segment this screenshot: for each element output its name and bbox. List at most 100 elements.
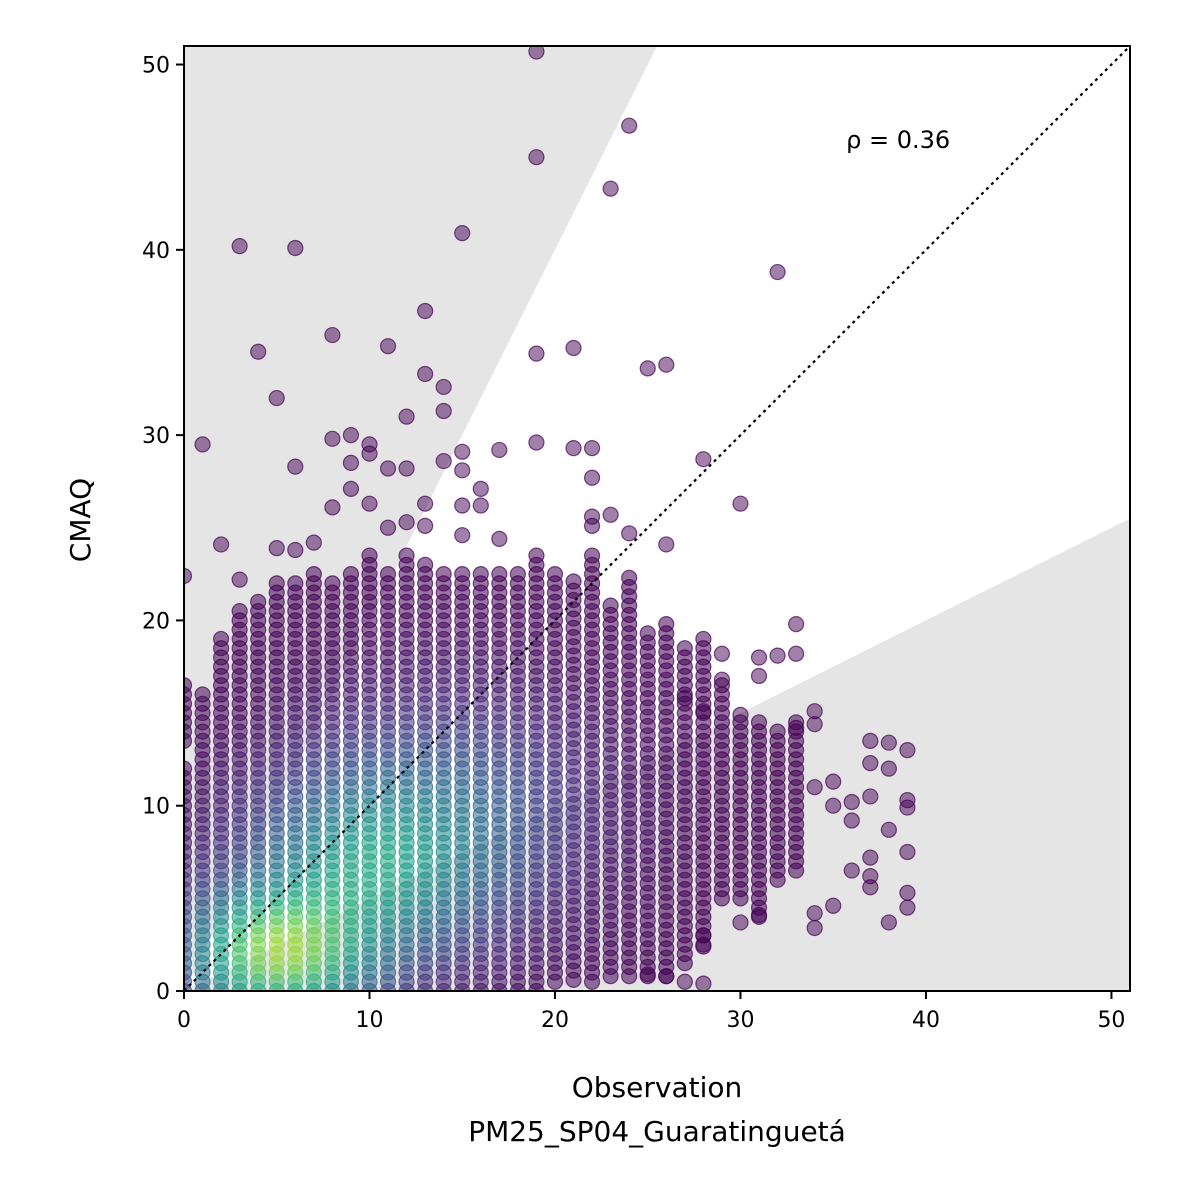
data-point [825, 773, 842, 790]
data-point [324, 927, 341, 944]
data-point [862, 849, 879, 866]
data-point [435, 378, 452, 396]
y-tick-label: 30 [142, 424, 170, 449]
data-point [843, 793, 860, 811]
data-point [621, 525, 638, 542]
data-point [583, 439, 601, 457]
y-axis-label: CMAQ [64, 478, 97, 562]
data-point [769, 797, 786, 814]
data-point [546, 816, 564, 833]
data-point [250, 343, 267, 360]
data-point [231, 945, 248, 963]
data-point [732, 495, 749, 512]
data-point [602, 506, 619, 523]
data-point [268, 389, 285, 407]
data-point [454, 443, 471, 460]
data-point [417, 843, 434, 861]
x-tick-label: 50 [1097, 1008, 1125, 1033]
data-point [398, 853, 415, 870]
data-point [695, 703, 712, 720]
data-point [843, 862, 860, 879]
shaded-region-1 [184, 46, 657, 991]
data-point [565, 339, 582, 357]
x-tick-label: 0 [177, 1008, 191, 1033]
data-point [398, 514, 415, 531]
data-point [788, 616, 805, 633]
data-point [454, 527, 471, 544]
data-point [583, 806, 601, 824]
data-point [287, 541, 304, 559]
data-point [491, 530, 508, 547]
data-point [417, 517, 434, 535]
data-points [184, 46, 916, 991]
data-point [342, 480, 360, 497]
data-point [862, 788, 879, 805]
data-point [454, 497, 471, 514]
data-point [454, 843, 471, 861]
data-point [398, 408, 415, 425]
data-point [899, 742, 916, 759]
data-point [713, 797, 731, 814]
data-point [583, 469, 601, 486]
data-point [695, 975, 712, 991]
data-point [750, 649, 768, 666]
data-point [825, 897, 842, 914]
data-point [658, 356, 675, 373]
data-point [602, 801, 619, 818]
data-point [658, 536, 675, 553]
data-point [862, 732, 879, 749]
data-point [287, 936, 304, 953]
y-tick-label: 40 [142, 239, 170, 264]
data-point [472, 480, 489, 497]
data-point [843, 812, 860, 829]
data-point [695, 451, 712, 468]
data-point [324, 326, 341, 344]
data-point [528, 46, 545, 60]
data-point [806, 779, 823, 796]
data-point [528, 434, 545, 451]
x-tick-label: 30 [726, 1008, 754, 1033]
data-point [491, 825, 508, 842]
data-point [212, 945, 230, 963]
data-point [880, 734, 897, 751]
data-point [899, 899, 916, 916]
data-point [268, 540, 285, 557]
data-point [880, 914, 897, 931]
data-point [250, 945, 267, 963]
plot-frame [183, 45, 1131, 992]
y-tick-label: 50 [142, 54, 170, 79]
data-point [361, 445, 378, 462]
data-point [806, 905, 823, 922]
data-point [769, 647, 786, 664]
data-point [379, 519, 397, 536]
data-point [695, 797, 712, 814]
data-point [379, 460, 397, 477]
data-point [194, 436, 211, 453]
data-point [287, 239, 304, 257]
data-point [658, 801, 675, 818]
data-point [862, 879, 879, 896]
data-point [750, 906, 768, 924]
one-to-one-line [184, 46, 1130, 991]
data-point [231, 238, 248, 255]
data-point [825, 797, 842, 814]
data-point [565, 805, 582, 822]
data-point [305, 936, 322, 953]
x-axis-sublabel: PM25_SP04_Guaratinguetá [468, 1115, 846, 1148]
data-point [528, 149, 545, 166]
data-point [509, 825, 526, 842]
data-point [732, 914, 749, 931]
data-point [880, 821, 897, 838]
data-point [417, 365, 434, 383]
data-point [435, 452, 452, 470]
data-point [454, 225, 471, 242]
data-point [305, 534, 322, 551]
data-point [342, 908, 360, 925]
data-point [899, 843, 916, 861]
data-point [732, 706, 749, 724]
data-point [184, 567, 193, 585]
data-point [583, 517, 601, 535]
data-point [899, 884, 916, 901]
data-point [324, 430, 341, 447]
